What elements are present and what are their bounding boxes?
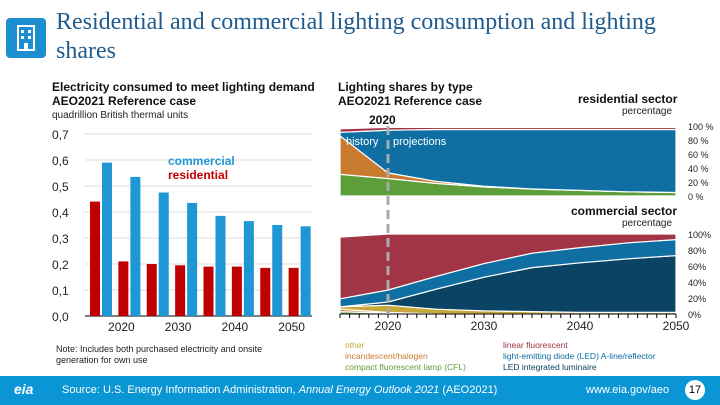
bar-commercial (243, 221, 254, 316)
y-tick-label: 0,0 (52, 310, 69, 324)
legend-col-2: linear fluorescent light-emitting diode … (503, 340, 656, 373)
subtitle-line: AEO2021 Reference case (338, 94, 483, 108)
bar-commercial (300, 226, 311, 316)
title-line: Electricity consumed to meet lighting de… (52, 80, 315, 94)
year-marker: 2020 (369, 113, 396, 127)
bar-commercial (215, 215, 226, 316)
charts-svg: 0,0 0,1 0,2 0,3 0,4 0,5 0,6 0,7 2020 2030 2040 2050… (52, 122, 714, 334)
y-tick-label: 0,5 (52, 180, 69, 194)
subtitle-line: AEO2021 Reference case (52, 94, 197, 108)
legend-cfl: compact fluorescent lamp (CFL) (345, 362, 466, 372)
y-tick-label: 80% (688, 246, 706, 256)
legend-incandescent: incandescent/halogen (345, 351, 428, 361)
bar-residential (175, 265, 186, 316)
bar-commercial (272, 225, 283, 316)
y-tick-label: 40% (688, 278, 706, 288)
history-label: history (346, 136, 379, 148)
bar-commercial (130, 176, 141, 316)
bar-residential (231, 266, 242, 316)
source-text: Source: U.S. Energy Information Administ… (62, 384, 299, 396)
left-chart-title: Electricity consumed to meet lighting de… (52, 80, 315, 108)
source-title: Annual Energy Outlook 2021 (298, 384, 440, 396)
res-pct-label: percentage (622, 106, 673, 117)
legend-other: other (345, 340, 365, 350)
legend-col-1: other incandescent/halogen compact fluor… (345, 340, 466, 373)
y-tick-label: 60% (688, 262, 706, 272)
y-tick-label: 0,6 (52, 154, 69, 168)
page-title: Residential and commercial lighting cons… (56, 9, 656, 64)
source-suffix: (AEO2021) (439, 384, 498, 396)
footer: eia Source: U.S. Energy Information Admi… (0, 376, 720, 405)
title-line: Lighting shares by type (338, 80, 473, 94)
bar-commercial (158, 192, 169, 316)
y-tick-label: 100 % (688, 122, 714, 132)
bar-commercial (187, 202, 198, 316)
legend-led-integrated: LED integrated luminaire (503, 362, 597, 372)
x-tick-label: 2040 (222, 320, 249, 334)
bar-residential (118, 261, 129, 316)
y-tick-label: 20% (688, 294, 706, 304)
building-icon (6, 18, 46, 58)
y-tick-label: 0% (688, 310, 701, 320)
x-tick-label: 2030 (165, 320, 192, 334)
y-tick-label: 0,3 (52, 232, 69, 246)
legend-linear: linear fluorescent (503, 340, 568, 350)
y-tick-label: 0,2 (52, 258, 69, 272)
page-number: 17 (685, 380, 705, 400)
right-chart-title: Lighting shares by type AEO2021 Reference… (338, 80, 482, 108)
x-tick-label: 2040 (567, 319, 594, 333)
y-tick-label: 60 % (688, 150, 709, 160)
y-tick-label: 40 % (688, 164, 709, 174)
area-linear-fluorescent (339, 233, 677, 300)
legend-residential: residential (168, 168, 228, 182)
x-tick-label: 2050 (278, 320, 305, 334)
y-tick-label: 100% (688, 230, 711, 240)
res-title: residential sector (578, 92, 678, 106)
url-link[interactable]: www.eia.gov/aeo (586, 384, 670, 396)
eia-logo: eia (14, 381, 34, 397)
y-tick-label: 0 % (688, 192, 704, 202)
bar-residential (288, 267, 299, 316)
note: Note: Includes both purchased electricit… (56, 344, 263, 365)
x-tick-label: 2020 (108, 320, 135, 334)
bar-commercial (102, 162, 112, 316)
x-tick-label: 2020 (375, 319, 402, 333)
y-tick-label: 0,1 (52, 284, 69, 298)
com-title: commercial sector (571, 204, 678, 218)
units-label: quadrillion British thermal units (52, 110, 189, 121)
bar-residential (146, 264, 157, 316)
bar-residential (203, 266, 214, 316)
bar-residential (90, 201, 100, 316)
legend-led-aline: light-emitting diode (LED) A-line/reflec… (503, 351, 656, 361)
projections-label: projections (393, 136, 447, 148)
y-tick-label: 0,7 (52, 128, 69, 142)
bar-residential (260, 267, 271, 316)
x-tick-label: 2050 (663, 319, 690, 333)
y-tick-label: 0,4 (52, 206, 69, 220)
y-tick-label: 20 % (688, 178, 709, 188)
legend-commercial: commercial (168, 154, 235, 168)
area-linear-fluorescent (339, 126, 677, 133)
y-tick-label: 80 % (688, 136, 709, 146)
x-tick-label: 2030 (471, 319, 498, 333)
source: Source: U.S. Energy Information Administ… (62, 384, 497, 396)
com-pct-label: percentage (622, 218, 673, 229)
